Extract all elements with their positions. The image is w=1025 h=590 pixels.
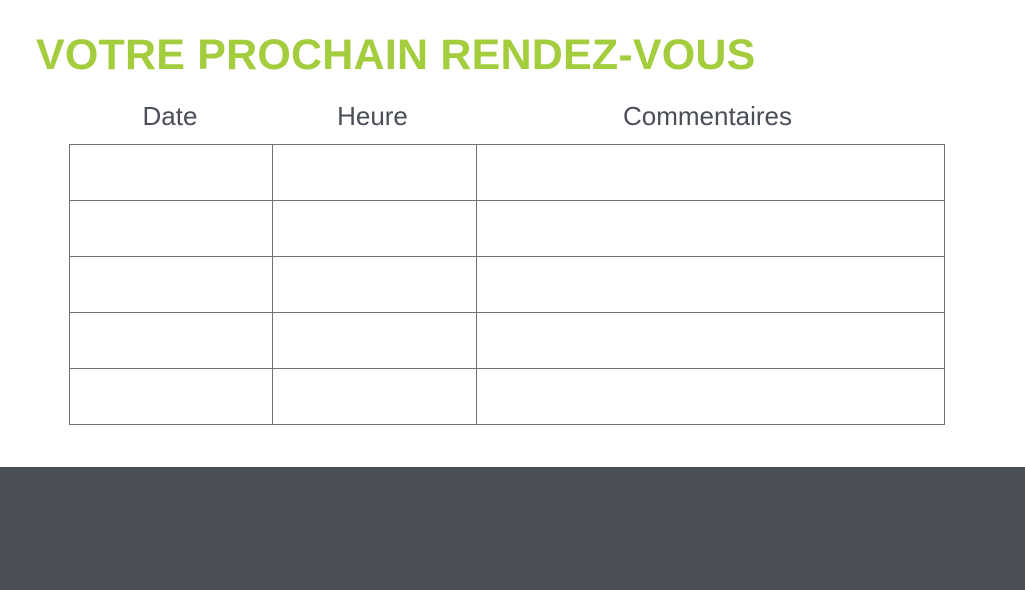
table-cell-commentaires[interactable] [476,144,945,201]
page-title: VOTRE PROCHAIN RENDEZ-VOUS [36,31,756,79]
table-cell-heure[interactable] [272,200,477,257]
footer-band [0,467,1025,590]
table-cell-commentaires[interactable] [476,312,945,369]
column-header-heure: Heure [337,101,408,131]
table-row [69,368,945,425]
table-cell-date[interactable] [69,368,273,425]
table-cell-commentaires[interactable] [476,256,945,313]
table-cell-date[interactable] [69,200,273,257]
table-cell-commentaires[interactable] [476,368,945,425]
table-cell-heure[interactable] [272,144,477,201]
table-cell-date[interactable] [69,312,273,369]
table-cell-heure[interactable] [272,368,477,425]
table-cell-heure[interactable] [272,256,477,313]
table-cell-heure[interactable] [272,312,477,369]
table-cell-date[interactable] [69,256,273,313]
table-row [69,144,945,201]
column-header-date: Date [142,101,198,131]
table-cell-commentaires[interactable] [476,200,945,257]
table-row [69,256,945,313]
appointment-table [69,144,945,425]
table-row [69,200,945,257]
column-header-commentaires: Commentaires [622,101,793,131]
table-cell-date[interactable] [69,144,273,201]
table-row [69,312,945,369]
